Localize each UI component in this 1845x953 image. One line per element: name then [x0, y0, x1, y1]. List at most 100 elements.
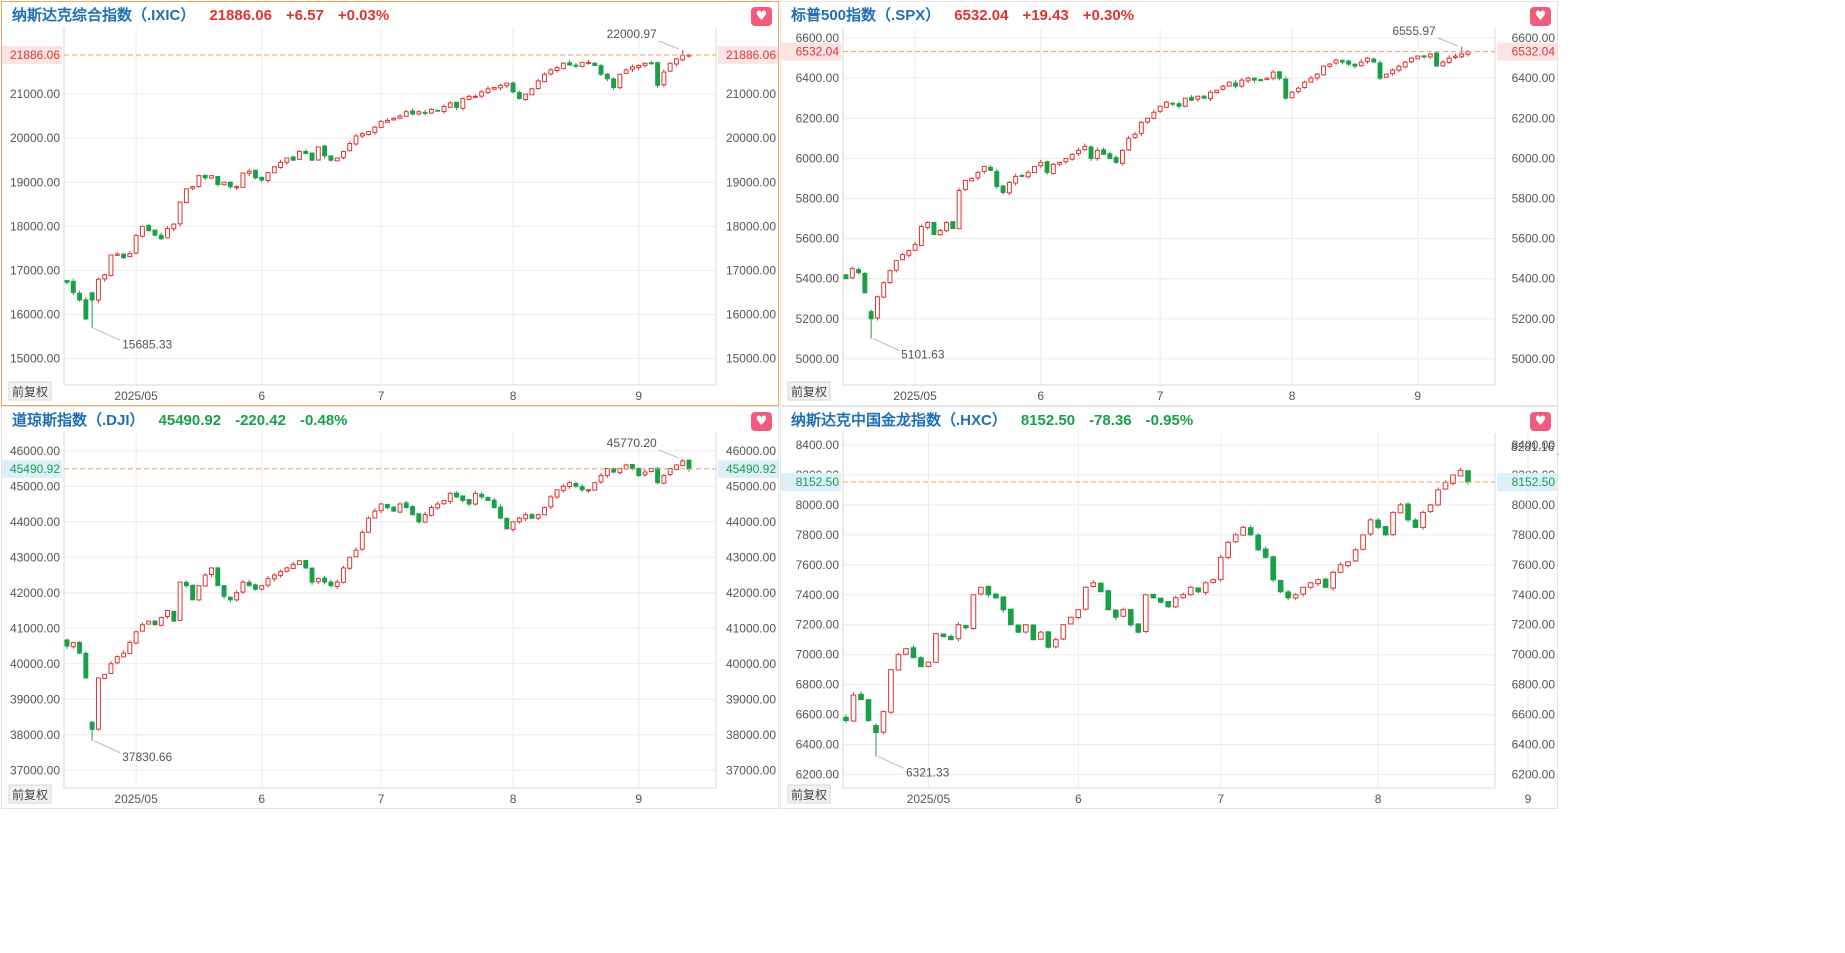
- candle[interactable]: [1358, 61, 1364, 67]
- candle[interactable]: [1088, 146, 1094, 159]
- candle[interactable]: [950, 221, 956, 230]
- candle[interactable]: [121, 652, 126, 658]
- candle[interactable]: [510, 82, 516, 93]
- candle[interactable]: [334, 581, 340, 587]
- candle[interactable]: [1352, 549, 1359, 562]
- candle[interactable]: [303, 560, 309, 569]
- candle[interactable]: [1127, 609, 1134, 626]
- candle[interactable]: [529, 88, 535, 96]
- candle[interactable]: [1220, 85, 1226, 90]
- candle[interactable]: [89, 721, 95, 730]
- candle[interactable]: [1145, 117, 1151, 123]
- candle[interactable]: [1352, 63, 1358, 67]
- candle[interactable]: [962, 179, 968, 190]
- candle[interactable]: [1170, 102, 1176, 105]
- candle[interactable]: [196, 175, 202, 188]
- chart-panel-dji[interactable]: 道琼斯指数（.DJI） 45490.92 -220.42 -0.48% ♥ 37000…: [1, 406, 779, 809]
- candle[interactable]: [454, 101, 459, 108]
- candle[interactable]: [912, 244, 918, 251]
- candle[interactable]: [366, 131, 372, 136]
- candle[interactable]: [1120, 609, 1127, 617]
- heart-icon[interactable]: ♥: [1530, 7, 1551, 26]
- candle[interactable]: [190, 584, 196, 601]
- candle[interactable]: [485, 88, 491, 93]
- candle[interactable]: [673, 464, 679, 470]
- candle[interactable]: [906, 250, 912, 256]
- candle[interactable]: [988, 166, 993, 171]
- candle[interactable]: [975, 171, 981, 179]
- candle[interactable]: [673, 58, 679, 65]
- candle[interactable]: [1251, 77, 1257, 81]
- candle[interactable]: [246, 581, 252, 587]
- candle[interactable]: [1067, 616, 1074, 625]
- candle[interactable]: [1450, 474, 1456, 484]
- chart-panel-ixic[interactable]: 纳斯达克综合指数（.IXIC） 21886.06 +6.57 +0.03% ♥ 150…: [1, 1, 779, 406]
- candle[interactable]: [1452, 55, 1458, 58]
- candle[interactable]: [937, 230, 943, 236]
- candle[interactable]: [1225, 541, 1232, 558]
- candle[interactable]: [586, 61, 591, 64]
- candle[interactable]: [466, 95, 472, 100]
- candle[interactable]: [516, 517, 522, 523]
- candle[interactable]: [586, 489, 591, 492]
- heart-icon[interactable]: ♥: [751, 412, 772, 431]
- candle[interactable]: [1044, 161, 1050, 173]
- candle[interactable]: [1126, 137, 1132, 151]
- candle[interactable]: [1214, 89, 1220, 94]
- candle[interactable]: [1038, 161, 1044, 167]
- candle[interactable]: [403, 111, 409, 117]
- candle[interactable]: [655, 467, 661, 484]
- candle[interactable]: [1302, 81, 1308, 89]
- candle[interactable]: [215, 567, 221, 587]
- candle[interactable]: [1107, 153, 1113, 159]
- candle[interactable]: [592, 482, 598, 491]
- candle[interactable]: [611, 78, 617, 89]
- candle[interactable]: [994, 170, 1000, 187]
- candle[interactable]: [177, 201, 183, 225]
- candle[interactable]: [1038, 631, 1044, 640]
- candle[interactable]: [64, 279, 70, 283]
- candle[interactable]: [978, 586, 984, 595]
- candle[interactable]: [309, 567, 315, 583]
- candle[interactable]: [888, 669, 894, 713]
- candle[interactable]: [146, 224, 152, 232]
- candle[interactable]: [1132, 133, 1138, 139]
- candle[interactable]: [158, 234, 164, 240]
- candle[interactable]: [410, 506, 416, 516]
- candle[interactable]: [1365, 57, 1370, 62]
- candle[interactable]: [397, 503, 403, 513]
- candle[interactable]: [271, 574, 277, 580]
- candle[interactable]: [353, 135, 359, 145]
- candle[interactable]: [108, 254, 114, 277]
- candle[interactable]: [366, 517, 372, 533]
- candle[interactable]: [849, 268, 855, 279]
- candle[interactable]: [284, 567, 290, 572]
- candle[interactable]: [209, 567, 214, 575]
- adjustment-button[interactable]: [8, 381, 52, 401]
- candle[interactable]: [856, 269, 862, 274]
- candle[interactable]: [630, 66, 635, 70]
- candle[interactable]: [378, 503, 384, 512]
- candle[interactable]: [542, 507, 547, 516]
- candle[interactable]: [1333, 59, 1339, 64]
- candle[interactable]: [1232, 534, 1239, 543]
- candle[interactable]: [303, 150, 309, 155]
- candle[interactable]: [636, 467, 642, 477]
- candle[interactable]: [1075, 609, 1082, 618]
- candle[interactable]: [485, 496, 491, 501]
- candle[interactable]: [1138, 121, 1144, 134]
- candle[interactable]: [403, 502, 409, 509]
- candle[interactable]: [604, 73, 610, 80]
- candle[interactable]: [1101, 149, 1107, 155]
- candle[interactable]: [114, 656, 120, 664]
- candle[interactable]: [900, 254, 905, 261]
- candle[interactable]: [95, 677, 101, 730]
- candle[interactable]: [1050, 163, 1056, 174]
- candle[interactable]: [1157, 597, 1164, 603]
- candle[interactable]: [1082, 586, 1089, 610]
- candle[interactable]: [315, 146, 321, 161]
- candle[interactable]: [642, 471, 648, 476]
- candle[interactable]: [102, 673, 108, 679]
- candle[interactable]: [1182, 97, 1188, 107]
- candle[interactable]: [384, 120, 390, 123]
